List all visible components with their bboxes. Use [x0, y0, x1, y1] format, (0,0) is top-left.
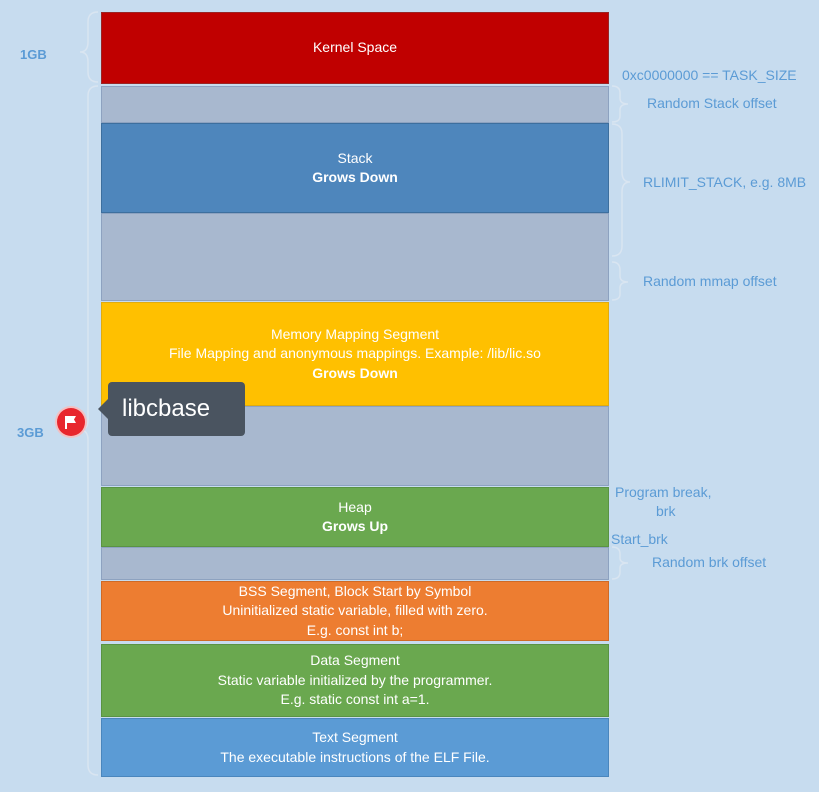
brace-random-brk — [611, 546, 629, 580]
gap-stack-limit — [101, 213, 609, 301]
segment-heap: Heap Grows Up — [101, 487, 609, 547]
annotation-random-mmap-offset: Random mmap offset — [643, 273, 777, 289]
bss-label: BSS Segment, Block Start by Symbol — [238, 582, 472, 599]
libcbase-tooltip: libcbase — [108, 382, 245, 436]
text-label: Text Segment — [312, 729, 398, 745]
bss-example: E.g. const int b; — [306, 621, 404, 638]
data-example: E.g. static const int a=1. — [280, 691, 430, 708]
mmap-label: Memory Mapping Segment — [270, 325, 440, 342]
annotation-random-brk-offset: Random brk offset — [652, 554, 767, 570]
flag-icon[interactable] — [57, 408, 85, 436]
segment-bss: BSS Segment, Block Start by Symbol Unini… — [101, 581, 609, 641]
brace-1gb — [79, 11, 99, 83]
brace-3gb — [79, 85, 99, 776]
size-label-3gb: 3GB — [17, 425, 44, 440]
segment-memory-mapping: Memory Mapping Segment File Mapping and … — [101, 302, 609, 406]
tooltip-arrow — [98, 399, 108, 419]
mmap-description: File Mapping and anonymous mappings. Exa… — [169, 345, 541, 362]
flag-glyph-icon — [65, 416, 76, 429]
annotation-task-size: 0xc0000000 == TASK_SIZE — [622, 67, 797, 83]
segment-kernel-space: Kernel Space — [101, 12, 609, 84]
bss-description: Uninitialized static variable, filled wi… — [222, 602, 488, 619]
heap-direction: Grows Up — [321, 518, 389, 534]
brace-random-mmap — [611, 261, 629, 301]
gap-random-brk-offset — [101, 547, 609, 580]
annotation-brk: brk — [656, 503, 676, 519]
stack-direction: Grows Down — [312, 169, 398, 185]
stack-label: Stack — [337, 149, 373, 166]
heap-label: Heap — [338, 498, 372, 515]
size-label-1gb: 1GB — [20, 47, 47, 62]
brace-random-stack — [611, 85, 629, 123]
data-description: Static variable initialized by the progr… — [217, 671, 493, 688]
annotation-rlimit-stack: RLIMIT_STACK, e.g. 8MB — [643, 174, 807, 190]
data-label: Data Segment — [310, 652, 400, 669]
segment-stack: Stack Grows Down — [101, 123, 609, 213]
mmap-direction: Grows Down — [312, 364, 398, 381]
gap-random-stack-offset — [101, 86, 609, 123]
segment-text: Text Segment The executable instructions… — [101, 718, 609, 777]
kernel-label: Kernel Space — [312, 39, 398, 56]
text-description: The executable instructions of the ELF F… — [220, 748, 490, 765]
annotation-program-break: Program break, — [615, 484, 712, 500]
annotation-random-stack-offset: Random Stack offset — [647, 95, 777, 111]
segment-data: Data Segment Static variable initialized… — [101, 644, 609, 717]
brace-rlimit — [611, 123, 631, 257]
annotation-start-brk: Start_brk — [611, 531, 668, 547]
